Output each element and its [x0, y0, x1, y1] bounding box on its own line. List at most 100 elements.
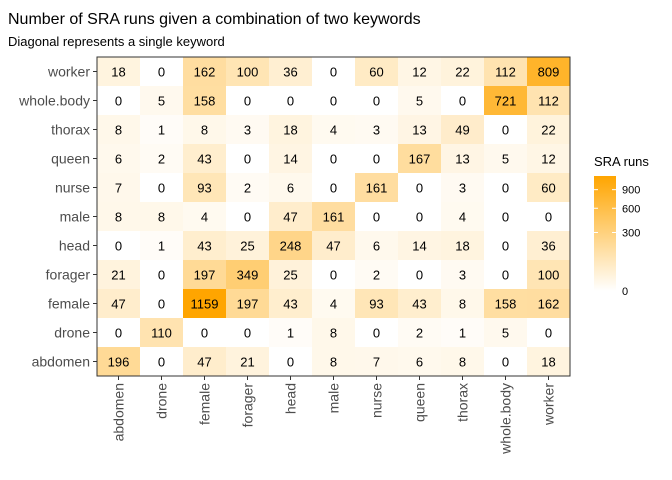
- cell-value-label: 12: [412, 65, 426, 80]
- heatmap-cell: [226, 173, 269, 202]
- heatmap-cell: [441, 202, 484, 231]
- cell-value-label: 12: [541, 152, 555, 167]
- legend-colorbar: [594, 176, 616, 291]
- y-tick-label: drone: [54, 325, 90, 341]
- cell-value-label: 0: [373, 326, 380, 341]
- y-tick-label: forager: [46, 267, 91, 283]
- heatmap-cell: [312, 289, 355, 318]
- heatmap-cell: [441, 57, 484, 86]
- y-tick-label: abdomen: [32, 354, 90, 370]
- cell-value-label: 162: [194, 65, 216, 80]
- heatmap-cell: [484, 231, 527, 260]
- heatmap-cell: [183, 144, 226, 173]
- heatmap-cell: [140, 115, 183, 144]
- cell-value-label: 18: [111, 65, 125, 80]
- heatmap-cell: [97, 144, 140, 173]
- heatmap-cell: [183, 57, 226, 86]
- heatmap-cell: [183, 231, 226, 260]
- heatmap-cell: [140, 86, 183, 115]
- heatmap-cell: [527, 173, 570, 202]
- heatmap-cell: [355, 347, 398, 376]
- cell-value-label: 0: [373, 152, 380, 167]
- x-tick-label: drone: [154, 383, 170, 419]
- heatmap-cell: [269, 231, 312, 260]
- heatmap-cell: [140, 260, 183, 289]
- heatmap-cell: [226, 231, 269, 260]
- heatmap-cell: [97, 86, 140, 115]
- y-tick-label: head: [59, 238, 90, 254]
- heatmap-cell: [527, 318, 570, 347]
- heatmap-cell: [269, 202, 312, 231]
- heatmap-cell: [441, 231, 484, 260]
- cell-value-label: 25: [283, 268, 297, 283]
- heatmap-cell: [183, 260, 226, 289]
- cell-value-label: 60: [541, 181, 555, 196]
- cell-value-label: 4: [330, 297, 337, 312]
- cell-value-label: 161: [366, 181, 388, 196]
- heatmap-cell: [140, 173, 183, 202]
- cell-value-label: 0: [545, 210, 552, 225]
- cell-value-label: 47: [326, 239, 340, 254]
- heatmap-cell: [398, 86, 441, 115]
- cell-value-label: 1: [459, 326, 466, 341]
- cell-value-label: 809: [538, 65, 560, 80]
- cell-value-label: 0: [373, 94, 380, 109]
- cell-value-label: 0: [244, 210, 251, 225]
- cell-value-label: 6: [416, 355, 423, 370]
- cell-value-label: 197: [194, 268, 216, 283]
- heatmap-cell: [441, 173, 484, 202]
- heatmap-cell: [355, 115, 398, 144]
- cell-value-label: 5: [416, 94, 423, 109]
- x-tick-label: female: [197, 383, 213, 425]
- cell-value-label: 13: [412, 123, 426, 138]
- heatmap-cell: [527, 57, 570, 86]
- heatmap-cell: [441, 289, 484, 318]
- cell-value-label: 4: [201, 210, 208, 225]
- heatmap-cell: [97, 318, 140, 347]
- heatmap-cell: [226, 318, 269, 347]
- cell-value-label: 100: [237, 65, 259, 80]
- cell-value-label: 36: [283, 65, 297, 80]
- cell-value-label: 3: [373, 123, 380, 138]
- y-tick-label: queen: [51, 151, 90, 167]
- heatmap-cell: [312, 115, 355, 144]
- heatmap-cell: [312, 260, 355, 289]
- heatmap-cell: [484, 260, 527, 289]
- heatmap-cell: [269, 318, 312, 347]
- y-axis: abdomen drone female forager head male nurse qu…: [18, 64, 97, 370]
- heatmap-cell: [312, 202, 355, 231]
- cell-value-label: 22: [455, 65, 469, 80]
- cell-value-label: 18: [541, 355, 555, 370]
- heatmap-cell: [441, 144, 484, 173]
- cell-value-label: 0: [287, 94, 294, 109]
- cell-value-label: 100: [538, 268, 560, 283]
- cell-value-label: 0: [115, 326, 122, 341]
- cell-value-label: 0: [502, 355, 509, 370]
- cell-value-label: 0: [244, 94, 251, 109]
- heatmap-cell: [527, 86, 570, 115]
- x-tick-label: forager: [240, 383, 256, 428]
- cell-value-label: 1: [158, 239, 165, 254]
- heatmap-cell: [226, 289, 269, 318]
- cell-value-label: 47: [197, 355, 211, 370]
- heatmap-cell: [527, 202, 570, 231]
- heatmap-cell: [355, 173, 398, 202]
- cell-value-label: 0: [201, 326, 208, 341]
- heatmap-cell: [269, 289, 312, 318]
- cell-value-label: 167: [409, 152, 431, 167]
- cell-value-label: 2: [244, 181, 251, 196]
- y-tick-label: whole.body: [18, 93, 90, 109]
- heatmap-cell: [312, 86, 355, 115]
- cell-value-label: 0: [158, 297, 165, 312]
- y-tick-label: worker: [47, 64, 90, 80]
- heatmap-cell: [97, 231, 140, 260]
- heatmap-cell: [269, 86, 312, 115]
- x-tick-label: head: [283, 383, 299, 414]
- heatmap-cell: [312, 173, 355, 202]
- heatmap-cell: [183, 318, 226, 347]
- heatmap-cell: [398, 57, 441, 86]
- cell-value-label: 93: [369, 297, 383, 312]
- x-tick-label: male: [326, 383, 342, 414]
- cell-value-label: 161: [323, 210, 345, 225]
- heatmap-cell: [441, 86, 484, 115]
